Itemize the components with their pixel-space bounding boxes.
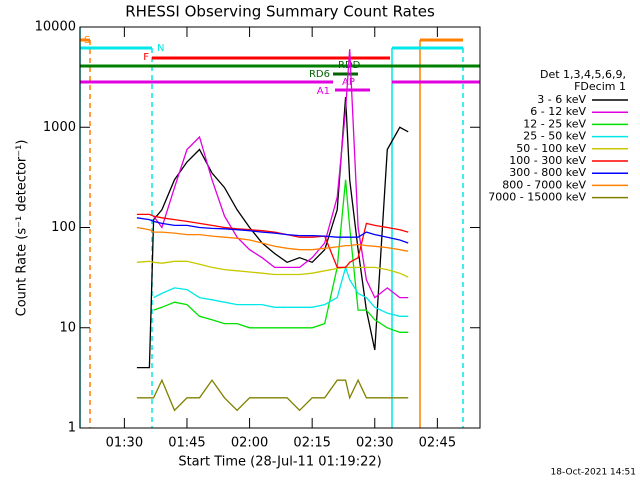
flag-label: RDD bbox=[338, 60, 361, 71]
legend-label: 800 - 7000 keV bbox=[502, 178, 586, 191]
series-line bbox=[153, 49, 409, 299]
y-tick-label: 10 bbox=[59, 320, 76, 335]
series-line bbox=[153, 265, 409, 317]
series-line bbox=[136, 378, 409, 412]
flag-label: F bbox=[143, 52, 149, 63]
y-tick-label: 1000 bbox=[43, 120, 76, 135]
flag-label: S bbox=[84, 35, 90, 46]
footer: 18-Oct-2021 14:51 bbox=[551, 468, 636, 478]
series-line bbox=[153, 179, 409, 333]
x-tick-label: 02:30 bbox=[356, 436, 393, 451]
legend-label: 100 - 300 keV bbox=[509, 154, 586, 167]
legend-header: Det 1,3,4,5,6,9, bbox=[540, 68, 626, 81]
y-tick-label: 100 bbox=[51, 220, 76, 235]
flag-label: A1 bbox=[317, 86, 330, 97]
legend-label: 50 - 100 keV bbox=[516, 142, 586, 155]
legend-label: 6 - 12 keV bbox=[530, 105, 586, 118]
legend-label: 12 - 25 keV bbox=[523, 117, 586, 130]
y-tick-label: 10000 bbox=[35, 20, 76, 35]
x-tick-label: 01:30 bbox=[106, 436, 143, 451]
legend-label: 300 - 800 keV bbox=[509, 166, 586, 179]
series-line bbox=[136, 97, 409, 369]
y-tick-label: 1 bbox=[68, 421, 76, 436]
flag-label: N bbox=[157, 43, 164, 54]
series-line bbox=[136, 260, 409, 278]
series-line bbox=[136, 217, 409, 244]
legend-label: 7000 - 15000 keV bbox=[488, 191, 586, 204]
x-tick-label: 02:15 bbox=[293, 436, 330, 451]
legend-label: 3 - 6 keV bbox=[537, 93, 586, 106]
x-axis-label: Start Time (28-Jul-11 01:19:22) bbox=[178, 455, 381, 470]
chart-title: RHESSI Observing Summary Count Rates bbox=[125, 3, 435, 21]
legend-label: 25 - 50 keV bbox=[523, 130, 586, 143]
x-tick-label: 01:45 bbox=[168, 436, 205, 451]
flag-label: RD6 bbox=[309, 69, 330, 80]
legend-header: FDecim 1 bbox=[574, 80, 626, 93]
flag-label: AP bbox=[342, 77, 355, 88]
x-tick-label: 02:45 bbox=[419, 436, 456, 451]
x-tick-label: 02:00 bbox=[231, 436, 268, 451]
series-line bbox=[136, 226, 409, 252]
y-axis-label: Count Rate (s⁻¹ detector⁻¹) bbox=[15, 140, 30, 317]
